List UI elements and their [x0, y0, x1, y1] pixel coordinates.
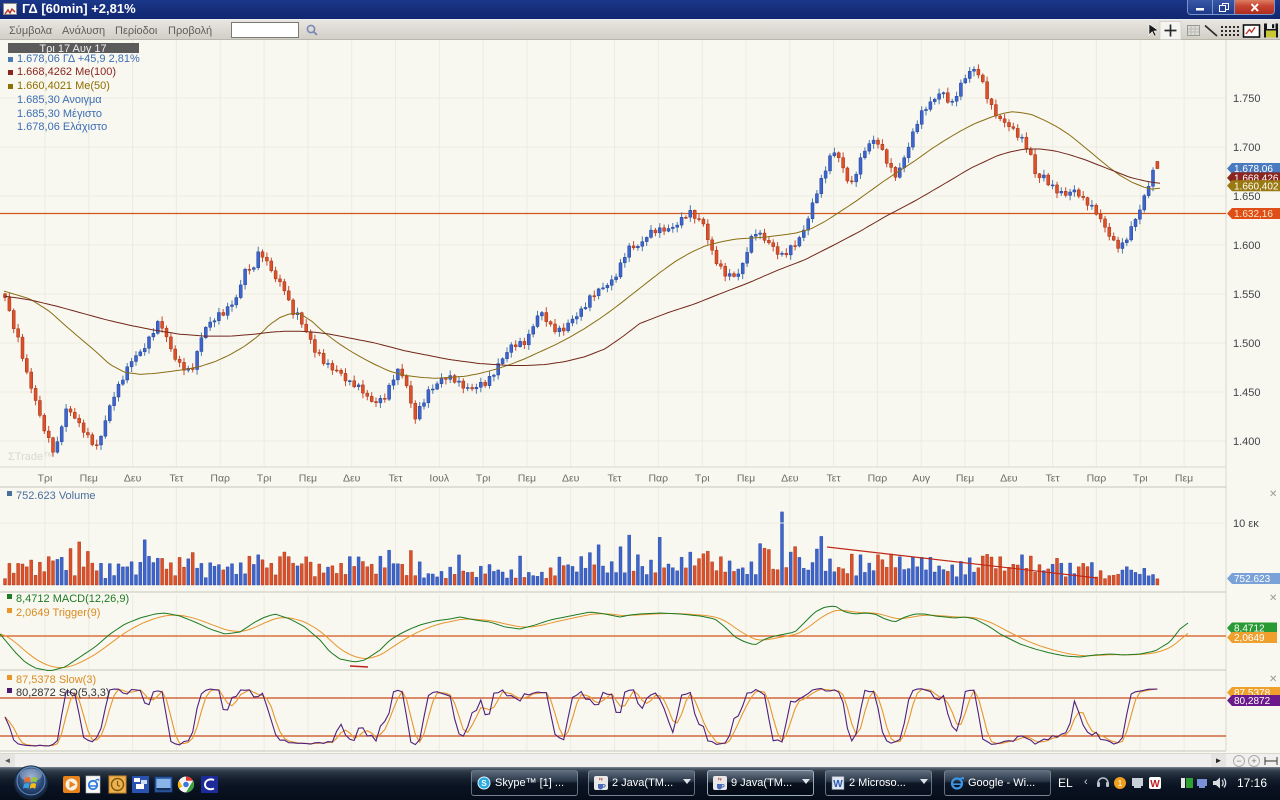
- svg-text:Πεμ: Πεμ: [737, 473, 755, 485]
- svg-text:1.685,30 Ανοιγμα: 1.685,30 Ανοιγμα: [17, 94, 102, 106]
- svg-text:1.660,4021 Me(50): 1.660,4021 Me(50): [17, 80, 110, 92]
- svg-text:1.668,4262 Me(100): 1.668,4262 Me(100): [17, 66, 116, 78]
- svg-text:Τρι: Τρι: [38, 473, 53, 485]
- svg-text:Δευ: Δευ: [1000, 473, 1018, 485]
- svg-text:87,5378 Slow(3): 87,5378 Slow(3): [16, 674, 96, 686]
- svg-text:✕: ✕: [1269, 593, 1277, 604]
- svg-text:1.668,426: 1.668,426: [1234, 173, 1279, 184]
- svg-text:8,4712: 8,4712: [1234, 624, 1265, 635]
- svg-text:Τετ: Τετ: [388, 473, 403, 485]
- svg-text:1.678,06 ΓΔ +45,9 2,81%: 1.678,06 ΓΔ +45,9 2,81%: [17, 53, 140, 65]
- svg-text:ΣTrade™: ΣTrade™: [8, 451, 54, 463]
- svg-text:Παρ: Παρ: [210, 473, 230, 485]
- svg-text:Πεμ: Πεμ: [956, 473, 974, 485]
- svg-text:87,5378: 87,5378: [1234, 688, 1271, 699]
- svg-text:Δευ: Δευ: [781, 473, 799, 485]
- svg-text:Ιουλ: Ιουλ: [429, 473, 449, 485]
- svg-text:1.678,06 Ελάχιστο: 1.678,06 Ελάχιστο: [17, 121, 107, 133]
- svg-text:8,4712 MACD(12,26,9): 8,4712 MACD(12,26,9): [16, 593, 129, 605]
- svg-text:W: W: [1150, 779, 1160, 790]
- svg-text:1.600: 1.600: [1233, 240, 1261, 252]
- svg-text:1: 1: [1118, 779, 1123, 788]
- svg-text:Αυγ: Αυγ: [912, 473, 931, 485]
- svg-text:W: W: [833, 779, 843, 790]
- svg-text:Πεμ: Πεμ: [1175, 473, 1193, 485]
- svg-text:Τετ: Τετ: [607, 473, 622, 485]
- svg-text:✕: ✕: [1269, 489, 1277, 500]
- svg-text:2,0649: 2,0649: [1234, 633, 1265, 644]
- svg-text:Τρι: Τρι: [476, 473, 491, 485]
- svg-text:1.678,06: 1.678,06: [1234, 164, 1273, 175]
- svg-text:1.700: 1.700: [1233, 142, 1261, 154]
- svg-text:80,2872: 80,2872: [1234, 696, 1271, 707]
- svg-text:Τετ: Τετ: [1046, 473, 1061, 485]
- svg-text:1.400: 1.400: [1233, 436, 1261, 448]
- svg-text:1.750: 1.750: [1233, 93, 1261, 105]
- svg-text:Τρι: Τρι: [695, 473, 710, 485]
- svg-text:1.632,16: 1.632,16: [1234, 209, 1273, 220]
- svg-text:Τετ: Τετ: [827, 473, 842, 485]
- svg-text:Τρι 17 Αυγ 17: Τρι 17 Αυγ 17: [39, 43, 106, 55]
- svg-text:Πεμ: Πεμ: [299, 473, 317, 485]
- svg-text:752.623 Volume: 752.623 Volume: [16, 490, 96, 502]
- svg-text:Τετ: Τετ: [169, 473, 184, 485]
- svg-text:✕: ✕: [1269, 674, 1277, 685]
- svg-text:10 εκ: 10 εκ: [1233, 518, 1259, 530]
- svg-text:1.685,30 Μέγιστο: 1.685,30 Μέγιστο: [17, 108, 102, 120]
- svg-text:Δευ: Δευ: [562, 473, 580, 485]
- svg-text:Πεμ: Πεμ: [518, 473, 536, 485]
- svg-text:Παρ: Παρ: [868, 473, 888, 485]
- svg-text:1.550: 1.550: [1233, 289, 1261, 301]
- svg-text:Τρι: Τρι: [1133, 473, 1148, 485]
- svg-text:Παρ: Παρ: [1087, 473, 1107, 485]
- svg-text:Δευ: Δευ: [124, 473, 142, 485]
- svg-text:1.500: 1.500: [1233, 338, 1261, 350]
- svg-text:1.450: 1.450: [1233, 387, 1261, 399]
- svg-text:1.660,402: 1.660,402: [1234, 181, 1279, 192]
- svg-text:2,0649 Trigger(9): 2,0649 Trigger(9): [16, 607, 100, 619]
- svg-text:Δευ: Δευ: [343, 473, 361, 485]
- svg-text:Παρ: Παρ: [648, 473, 668, 485]
- svg-text:752.623: 752.623: [1234, 574, 1271, 585]
- svg-text:Πεμ: Πεμ: [80, 473, 98, 485]
- svg-text:1.650: 1.650: [1233, 191, 1261, 203]
- svg-text:S: S: [481, 779, 487, 788]
- svg-text:80,2872 StO(5,3,3): 80,2872 StO(5,3,3): [16, 687, 110, 699]
- svg-text:Τρι: Τρι: [257, 473, 272, 485]
